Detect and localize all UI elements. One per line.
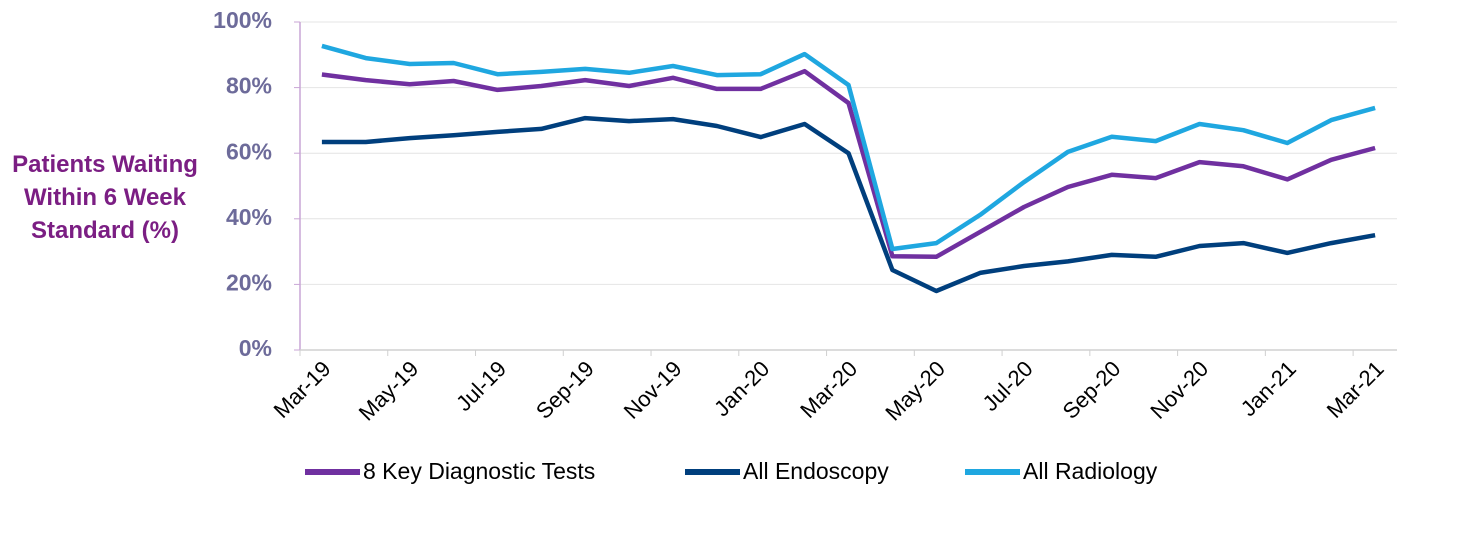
x-tick-label: Jul-20 [978,356,1038,416]
legend-label: 8 Key Diagnostic Tests [363,458,595,484]
x-tick-label: Nov-19 [619,356,687,424]
x-tick-label: Mar-20 [795,356,862,423]
x-tick-label: Mar-21 [1322,356,1389,423]
series-line [321,43,1376,252]
legend-label: All Radiology [1023,458,1158,484]
legend-label: All Endoscopy [743,458,889,484]
x-tick-label: Jan-20 [709,356,774,421]
series-line [321,68,1376,260]
x-tick-label: Mar-19 [269,356,336,423]
series-line [321,115,1376,294]
x-tick-label: Jul-19 [451,356,511,416]
y-tick-label: 60% [226,138,272,164]
x-tick-label: Jan-21 [1236,356,1301,421]
y-tick-label: 40% [226,204,272,230]
y-tick-label: 20% [226,269,272,295]
y-tick-label: 80% [226,73,272,99]
x-tick-label: May-20 [880,356,950,426]
y-tick-label: 0% [239,335,272,361]
y-tick-label: 100% [213,7,272,33]
x-tick-label: Sep-20 [1058,356,1126,424]
x-tick-label: May-19 [354,356,424,426]
x-tick-label: Sep-19 [531,356,599,424]
x-tick-label: Nov-20 [1145,356,1213,424]
y-axis-label: Patients Waiting Within 6 Week Standard … [12,151,198,244]
